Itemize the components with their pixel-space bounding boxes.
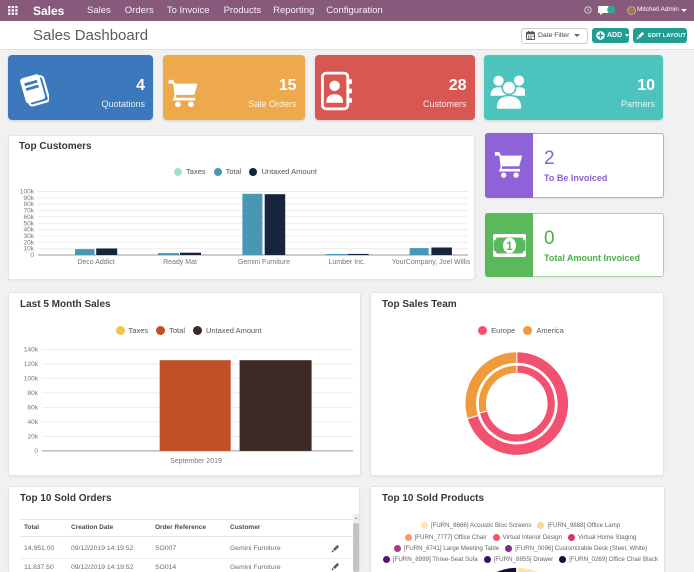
svg-text:September 2019: September 2019 bbox=[170, 458, 222, 465]
svg-text:70k: 70k bbox=[24, 208, 35, 215]
svg-text:1: 1 bbox=[506, 239, 513, 253]
svg-text:Ready Mat: Ready Mat bbox=[163, 259, 197, 266]
svg-text:20k: 20k bbox=[28, 433, 39, 440]
svg-text:YourCompany, Joel Willis: YourCompany, Joel Willis bbox=[392, 259, 471, 266]
svg-text:10k: 10k bbox=[24, 246, 35, 253]
svg-text:0: 0 bbox=[34, 448, 38, 455]
svg-text:100k: 100k bbox=[20, 189, 35, 196]
svg-text:40k: 40k bbox=[28, 419, 39, 426]
svg-text:50k: 50k bbox=[24, 220, 35, 227]
svg-text:60k: 60k bbox=[28, 404, 39, 411]
svg-text:90k: 90k bbox=[24, 195, 35, 202]
svg-text:100k: 100k bbox=[24, 375, 39, 382]
svg-text:Deco Addict: Deco Addict bbox=[77, 259, 114, 266]
svg-text:40k: 40k bbox=[24, 227, 35, 234]
svg-text:Gemini Furniture: Gemini Furniture bbox=[238, 259, 290, 266]
svg-text:0: 0 bbox=[30, 252, 34, 259]
svg-text:120k: 120k bbox=[24, 361, 39, 368]
svg-text:80k: 80k bbox=[28, 390, 39, 397]
svg-text:20k: 20k bbox=[24, 239, 35, 246]
svg-text:80k: 80k bbox=[24, 201, 35, 208]
svg-text:30k: 30k bbox=[24, 233, 35, 240]
svg-text:Lumber Inc.: Lumber Inc. bbox=[329, 259, 366, 266]
svg-text:140k: 140k bbox=[24, 346, 39, 353]
svg-text:60k: 60k bbox=[24, 214, 35, 221]
